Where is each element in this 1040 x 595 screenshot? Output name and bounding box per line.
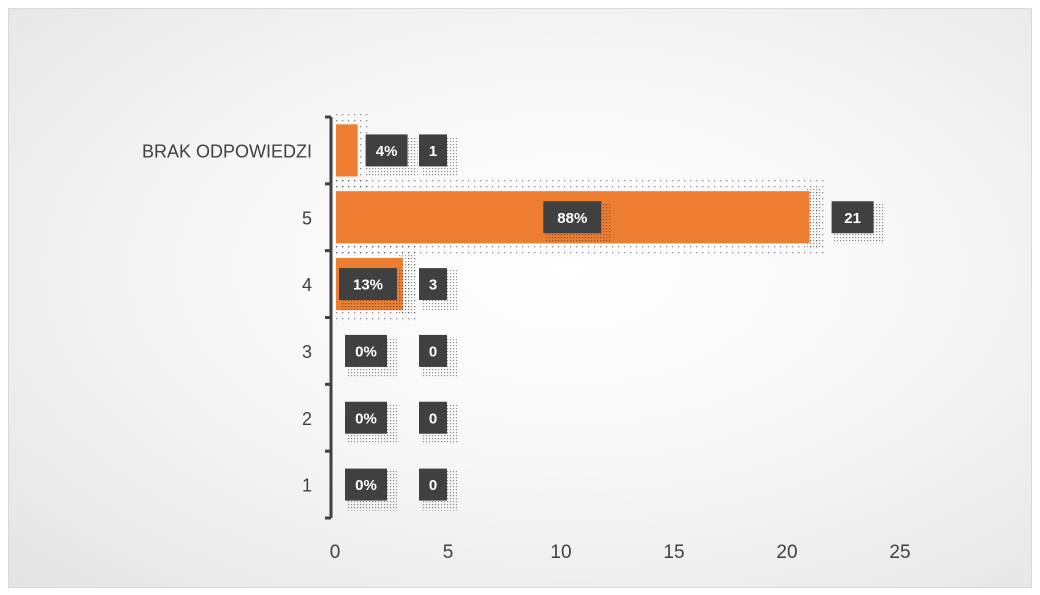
- percent-label: 13%: [353, 277, 383, 294]
- percent-label-box: [345, 468, 387, 501]
- count-label: 0: [429, 410, 437, 427]
- percent-label: 0%: [355, 343, 377, 360]
- percent-label-box: [543, 201, 602, 234]
- category-label: BRAK ODPOWIEDZI: [142, 141, 312, 161]
- x-tick-label: 20: [776, 542, 797, 563]
- category-label: 3: [302, 342, 312, 362]
- count-label-box: [419, 268, 447, 301]
- percent-label: 0%: [355, 477, 377, 494]
- x-tick-label: 15: [663, 542, 684, 563]
- count-label: 1: [429, 143, 437, 160]
- count-label: 21: [844, 210, 861, 227]
- x-tick-label: 5: [443, 542, 454, 563]
- bar: [336, 124, 358, 177]
- category-label: 2: [302, 409, 312, 429]
- count-label-box: [419, 401, 447, 434]
- chart-frame: [8, 8, 1032, 588]
- count-label-box: [419, 134, 447, 167]
- count-label: 0: [429, 477, 437, 494]
- percent-label-box: [339, 268, 397, 301]
- x-tick-label: 10: [550, 542, 571, 563]
- count-label-box: [419, 468, 447, 501]
- count-label-box: [419, 334, 447, 367]
- x-tick-label: 0: [330, 542, 341, 563]
- percent-label: 0%: [355, 410, 377, 427]
- count-label-box: [831, 201, 874, 234]
- count-label: 3: [429, 277, 437, 294]
- percent-label: 88%: [557, 210, 587, 227]
- category-label: 1: [302, 476, 312, 496]
- percent-label-box: [345, 334, 387, 367]
- category-label: 5: [302, 208, 312, 228]
- percent-label-box: [345, 401, 387, 434]
- x-tick-label: 25: [889, 542, 910, 563]
- count-label: 0: [429, 343, 437, 360]
- category-label: 4: [302, 275, 312, 295]
- percent-label-box: [365, 134, 408, 167]
- percent-label: 4%: [376, 143, 398, 160]
